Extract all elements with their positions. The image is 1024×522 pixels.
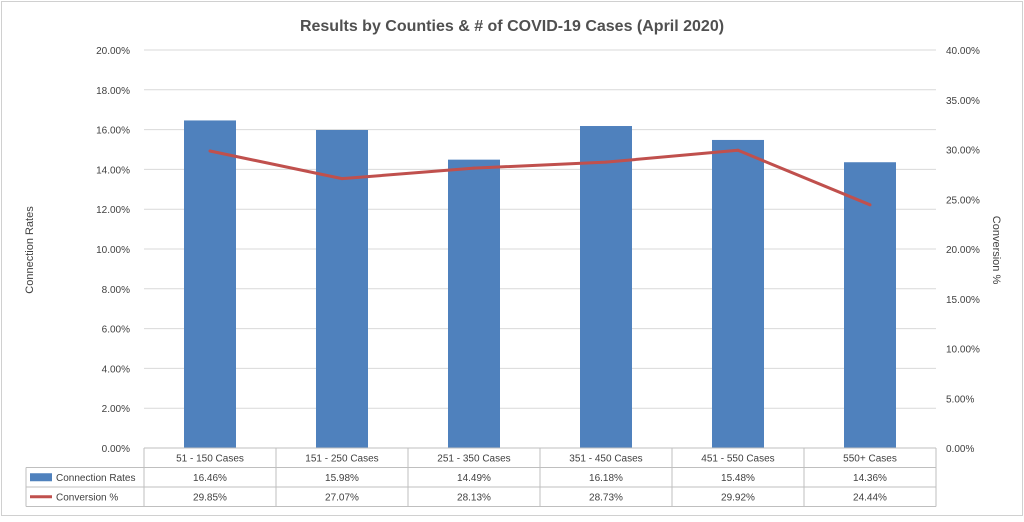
y-tick-label: 4.00% <box>102 364 130 375</box>
line-point <box>736 148 740 152</box>
y2-tick-label: 0.00% <box>946 444 974 455</box>
data-label: 16.46% <box>193 473 227 484</box>
y-axis-label: Connection Rates <box>24 206 36 294</box>
line-point <box>208 149 212 153</box>
data-label: 16.18% <box>589 473 623 484</box>
x-tick-label: 451 - 550 Cases <box>701 454 774 465</box>
series-line <box>209 148 871 207</box>
y-tick-label: 16.00% <box>96 126 130 137</box>
x-tick-label: 151 - 250 Cases <box>305 454 378 465</box>
bar <box>580 126 632 448</box>
line-point <box>472 166 476 170</box>
y-tick-label: 2.00% <box>102 404 130 415</box>
x-tick-label: 251 - 350 Cases <box>437 454 510 465</box>
line-point <box>868 203 872 207</box>
data-table: 51 - 150 Cases 151 - 250 Cases 251 - 350 C… <box>25 447 937 507</box>
x-tick-label: 51 - 150 Cases <box>176 454 244 465</box>
line-series-conversion <box>208 148 872 207</box>
line-point <box>604 160 608 164</box>
y2-axis-label: Conversion % <box>990 216 1002 285</box>
y-tick-label: 18.00% <box>96 86 130 97</box>
y-tick-label: 14.00% <box>96 165 130 176</box>
y2-tick-label: 30.00% <box>946 146 980 157</box>
y-tick-label: 0.00% <box>102 444 130 455</box>
bar <box>712 139 764 448</box>
y2-tick-label: 10.00% <box>946 345 980 356</box>
data-label: 24.44% <box>853 492 887 503</box>
y2-tick-label: 35.00% <box>946 96 980 107</box>
bar <box>448 159 500 449</box>
data-label: 28.73% <box>589 492 623 503</box>
x-tick-label: 351 - 450 Cases <box>569 454 642 465</box>
bar <box>184 120 236 449</box>
data-label: 14.36% <box>853 473 887 484</box>
legend-label: Conversion % <box>56 492 118 503</box>
y-tick-label: 8.00% <box>102 285 130 296</box>
y2-axis-ticks: 0.00% 5.00% 10.00% 15.00% 20.00% 25.00% 30.00%… <box>946 46 980 455</box>
x-tick-label: 550+ Cases <box>843 454 897 465</box>
legend-label: Connection Rates <box>56 473 136 484</box>
line-point <box>340 177 344 181</box>
data-label: 28.13% <box>457 492 491 503</box>
y-tick-label: 20.00% <box>96 46 130 57</box>
bar <box>316 129 368 449</box>
bar-series-connection-rates <box>184 120 896 449</box>
chart-title: Results by Counties & # of COVID-19 Case… <box>300 18 724 35</box>
y-tick-label: 10.00% <box>96 245 130 256</box>
y2-tick-label: 5.00% <box>946 394 974 405</box>
y-tick-label: 6.00% <box>102 325 130 336</box>
legend-swatch-bar <box>30 473 52 482</box>
data-label: 29.85% <box>193 492 227 503</box>
data-label: 27.07% <box>325 492 359 503</box>
y2-tick-label: 40.00% <box>946 46 980 57</box>
y2-tick-label: 20.00% <box>946 245 980 256</box>
y2-tick-label: 15.00% <box>946 295 980 306</box>
bar <box>844 162 896 448</box>
y-tick-label: 12.00% <box>96 205 130 216</box>
data-label: 29.92% <box>721 492 755 503</box>
y2-tick-label: 25.00% <box>946 195 980 206</box>
y-axis-ticks: 0.00% 2.00% 4.00% 6.00% 8.00% 10.00% 12.00% 14.… <box>96 46 130 455</box>
data-label: 14.49% <box>457 473 491 484</box>
data-label: 15.48% <box>721 473 755 484</box>
data-label: 15.98% <box>325 473 359 484</box>
